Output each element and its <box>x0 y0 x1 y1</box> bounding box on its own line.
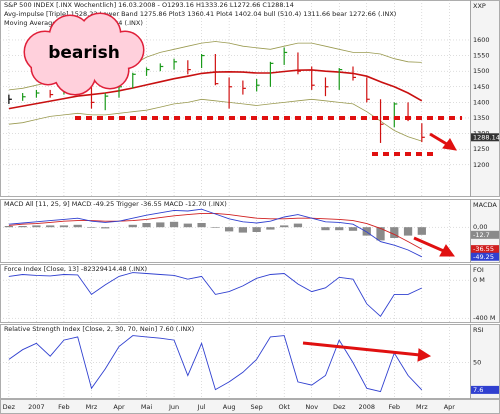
histogram-bar <box>335 227 344 231</box>
x-tick-label: Nov <box>305 403 318 411</box>
y-tick-label: 50 <box>473 359 481 367</box>
x-tick-label: Apr <box>444 403 456 411</box>
value-badge <box>471 245 499 254</box>
x-tick-label: Aug <box>223 403 236 411</box>
histogram-bar <box>46 225 55 228</box>
histogram-bar <box>18 226 27 228</box>
x-tick-label: Jun <box>168 403 179 411</box>
y-tick-label: 1350 <box>473 114 490 122</box>
x-tick-label: 2007 <box>28 403 45 411</box>
annotations: bearish <box>23 12 462 362</box>
x-tick-label: Feb <box>58 403 70 411</box>
panel-title: Force Index [Close, 13] -82329414.48 (.I… <box>4 265 147 273</box>
histogram-bar <box>101 227 110 229</box>
value-label: -49.25 <box>473 253 494 261</box>
series-line <box>8 272 422 317</box>
axis-label: MACDA <box>473 201 497 209</box>
histogram-bar <box>197 223 206 228</box>
axis-label: XXP <box>473 2 486 10</box>
annotation-text: bearish <box>48 43 120 63</box>
y-tick-label: 0,00 <box>473 223 487 231</box>
series-line <box>8 208 423 258</box>
panel-title: S&P 500 INDEX [.INX Wochentlich] 16.03.2… <box>4 1 294 9</box>
histogram-bar <box>156 222 165 228</box>
histogram-bar <box>142 223 151 228</box>
value-badge <box>471 133 499 142</box>
histogram-bar <box>266 227 275 230</box>
value-badge <box>471 385 499 394</box>
histogram-bar <box>87 227 96 228</box>
panel-title: Relative Strength Index [Close, 2, 30, 7… <box>4 325 194 333</box>
x-tick-label: Apr <box>113 403 125 411</box>
y-tick-label: 0 M <box>473 276 485 284</box>
y-tick-label: 1200 <box>473 161 490 169</box>
x-tick-label: Mai <box>141 403 153 411</box>
cloud-fill <box>25 14 143 94</box>
legend-line: Avg-impulse [Triple] 1528.22 Lower Band … <box>4 10 396 18</box>
value-badge <box>471 252 499 261</box>
y-tick-label: 1450 <box>473 83 490 91</box>
panel-title: MACD All [11, 25, 9] MACD -49.25 Trigger… <box>4 200 227 208</box>
y-tick-label: 1250 <box>473 145 490 153</box>
histogram-bar <box>252 227 261 232</box>
histogram-bar <box>362 227 371 236</box>
y-tick-label: -400 M <box>473 314 495 322</box>
histogram-bar <box>4 226 14 228</box>
series-line <box>8 212 423 250</box>
histogram-bar <box>211 227 220 228</box>
histogram-bar <box>348 227 358 231</box>
histogram-bar <box>376 227 385 241</box>
histogram-bar <box>238 227 248 233</box>
histogram-bar <box>293 223 303 228</box>
x-tick-label: Dez <box>3 403 16 411</box>
histogram-bar <box>32 225 41 228</box>
histogram-bar <box>183 223 192 228</box>
axis-label: FOI <box>473 266 484 274</box>
value-badge <box>471 230 499 239</box>
arrows <box>302 132 457 362</box>
x-tick-label: Feb <box>389 403 401 411</box>
histogram-bar <box>128 224 137 228</box>
x-tick-label: Sep <box>251 403 263 411</box>
histogram-bar <box>280 225 289 228</box>
histogram-bar <box>417 227 426 235</box>
x-tick-label: Mrz <box>86 403 98 411</box>
y-tick-label: 1400 <box>473 98 490 106</box>
axis-strip <box>470 264 500 323</box>
histogram-bar <box>59 225 69 228</box>
histogram-bar <box>321 227 330 231</box>
series-line <box>8 98 422 142</box>
histogram-bar <box>390 227 399 238</box>
histogram-bar <box>403 227 413 236</box>
x-tick-label: Okt <box>278 403 290 411</box>
value-label: -12.7 <box>473 231 490 239</box>
x-tick-label: Jul <box>197 403 206 411</box>
x-tick-label: Dez <box>333 403 346 411</box>
value-label: 7.6 <box>473 386 483 394</box>
axis-label: RSI <box>473 326 484 334</box>
y-tick-label: 1550 <box>473 52 490 60</box>
histogram-bar <box>73 224 82 228</box>
value-label: 1288.14 <box>473 133 500 141</box>
value-label: -36.55 <box>473 245 494 253</box>
y-tick-label: 1600 <box>473 36 490 44</box>
series-line <box>8 335 423 393</box>
x-tick-label: Mrz <box>416 403 428 411</box>
axis-strip <box>470 0 500 197</box>
histogram-bar <box>169 221 179 228</box>
histogram-bar <box>224 227 234 232</box>
y-tick-label: 1500 <box>473 67 490 75</box>
x-tick-label: 2008 <box>358 403 375 411</box>
